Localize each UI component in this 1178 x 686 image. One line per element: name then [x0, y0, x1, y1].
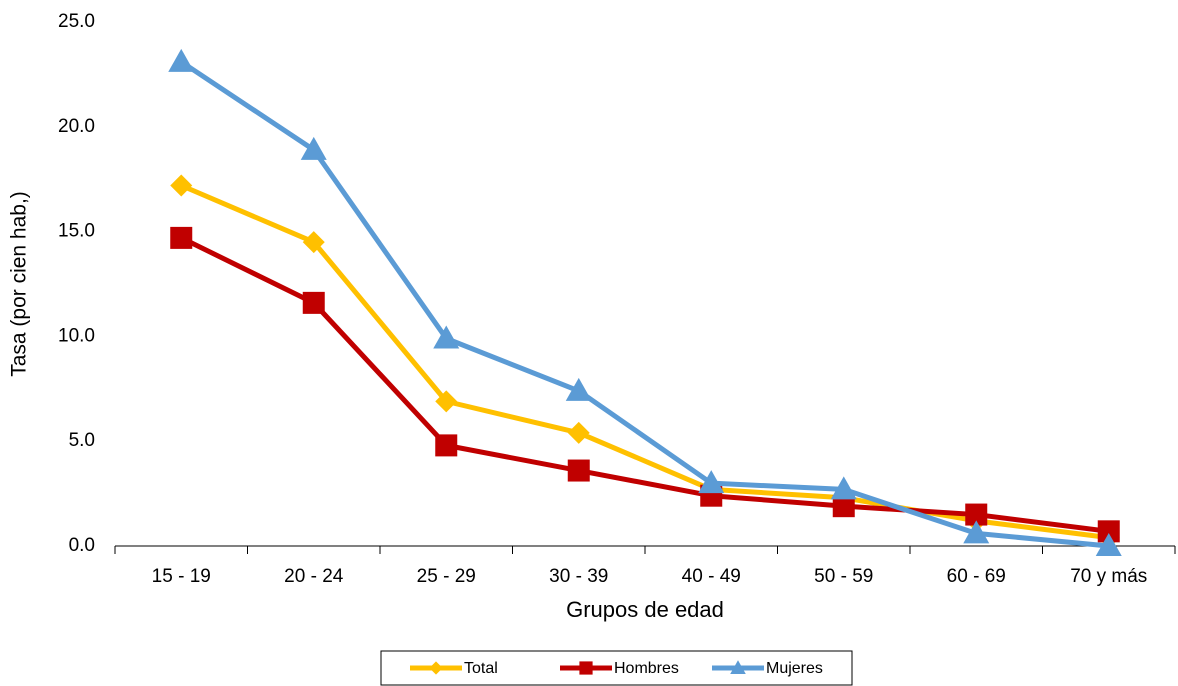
series-line	[180, 183, 1110, 541]
data-point	[567, 459, 590, 482]
data-point	[1095, 533, 1122, 556]
x-tick-label: 70 y más	[1070, 566, 1147, 587]
x-tick-label: 50 - 59	[814, 566, 873, 587]
x-tick-label: 60 - 69	[947, 566, 1006, 587]
legend-label: Hombres	[614, 660, 679, 677]
y-tick-label: 25.0	[58, 11, 95, 32]
y-tick-label: 20.0	[58, 116, 95, 137]
data-point	[435, 390, 458, 413]
data-point	[565, 377, 592, 401]
legend-marker	[579, 661, 593, 675]
x-tick-label: 25 - 29	[417, 566, 476, 587]
data-point	[698, 470, 725, 494]
y-tick-label: 10.0	[58, 325, 95, 346]
legend-label: Mujeres	[766, 660, 823, 677]
data-point	[965, 503, 988, 526]
data-point	[567, 421, 590, 444]
series-line	[180, 235, 1110, 534]
data-point	[832, 495, 855, 518]
data-point	[1097, 520, 1120, 543]
y-tick-label: 5.0	[69, 430, 95, 451]
y-axis-title: Tasa (por cien hab,)	[8, 191, 31, 377]
legend-marker	[429, 661, 443, 675]
x-tick-label: 40 - 49	[682, 566, 741, 587]
data-point	[435, 434, 458, 457]
legend-marker	[730, 660, 746, 674]
legend-label: Total	[464, 660, 498, 677]
y-tick-label: 0.0	[69, 535, 95, 556]
data-point	[963, 520, 990, 544]
x-tick-label: 20 - 24	[284, 566, 344, 587]
data-point	[302, 291, 325, 314]
x-axis-title: Grupos de edad	[566, 597, 724, 622]
data-point	[170, 226, 193, 249]
data-point	[300, 136, 327, 160]
data-point	[302, 231, 325, 254]
data-point	[830, 476, 857, 500]
series-line	[179, 59, 1109, 549]
data-point	[433, 325, 460, 349]
data-point	[168, 48, 195, 72]
data-point	[170, 174, 193, 197]
x-tick-label: 30 - 39	[549, 566, 608, 587]
x-tick-label: 15 - 19	[152, 566, 211, 587]
y-tick-label: 15.0	[58, 221, 95, 242]
